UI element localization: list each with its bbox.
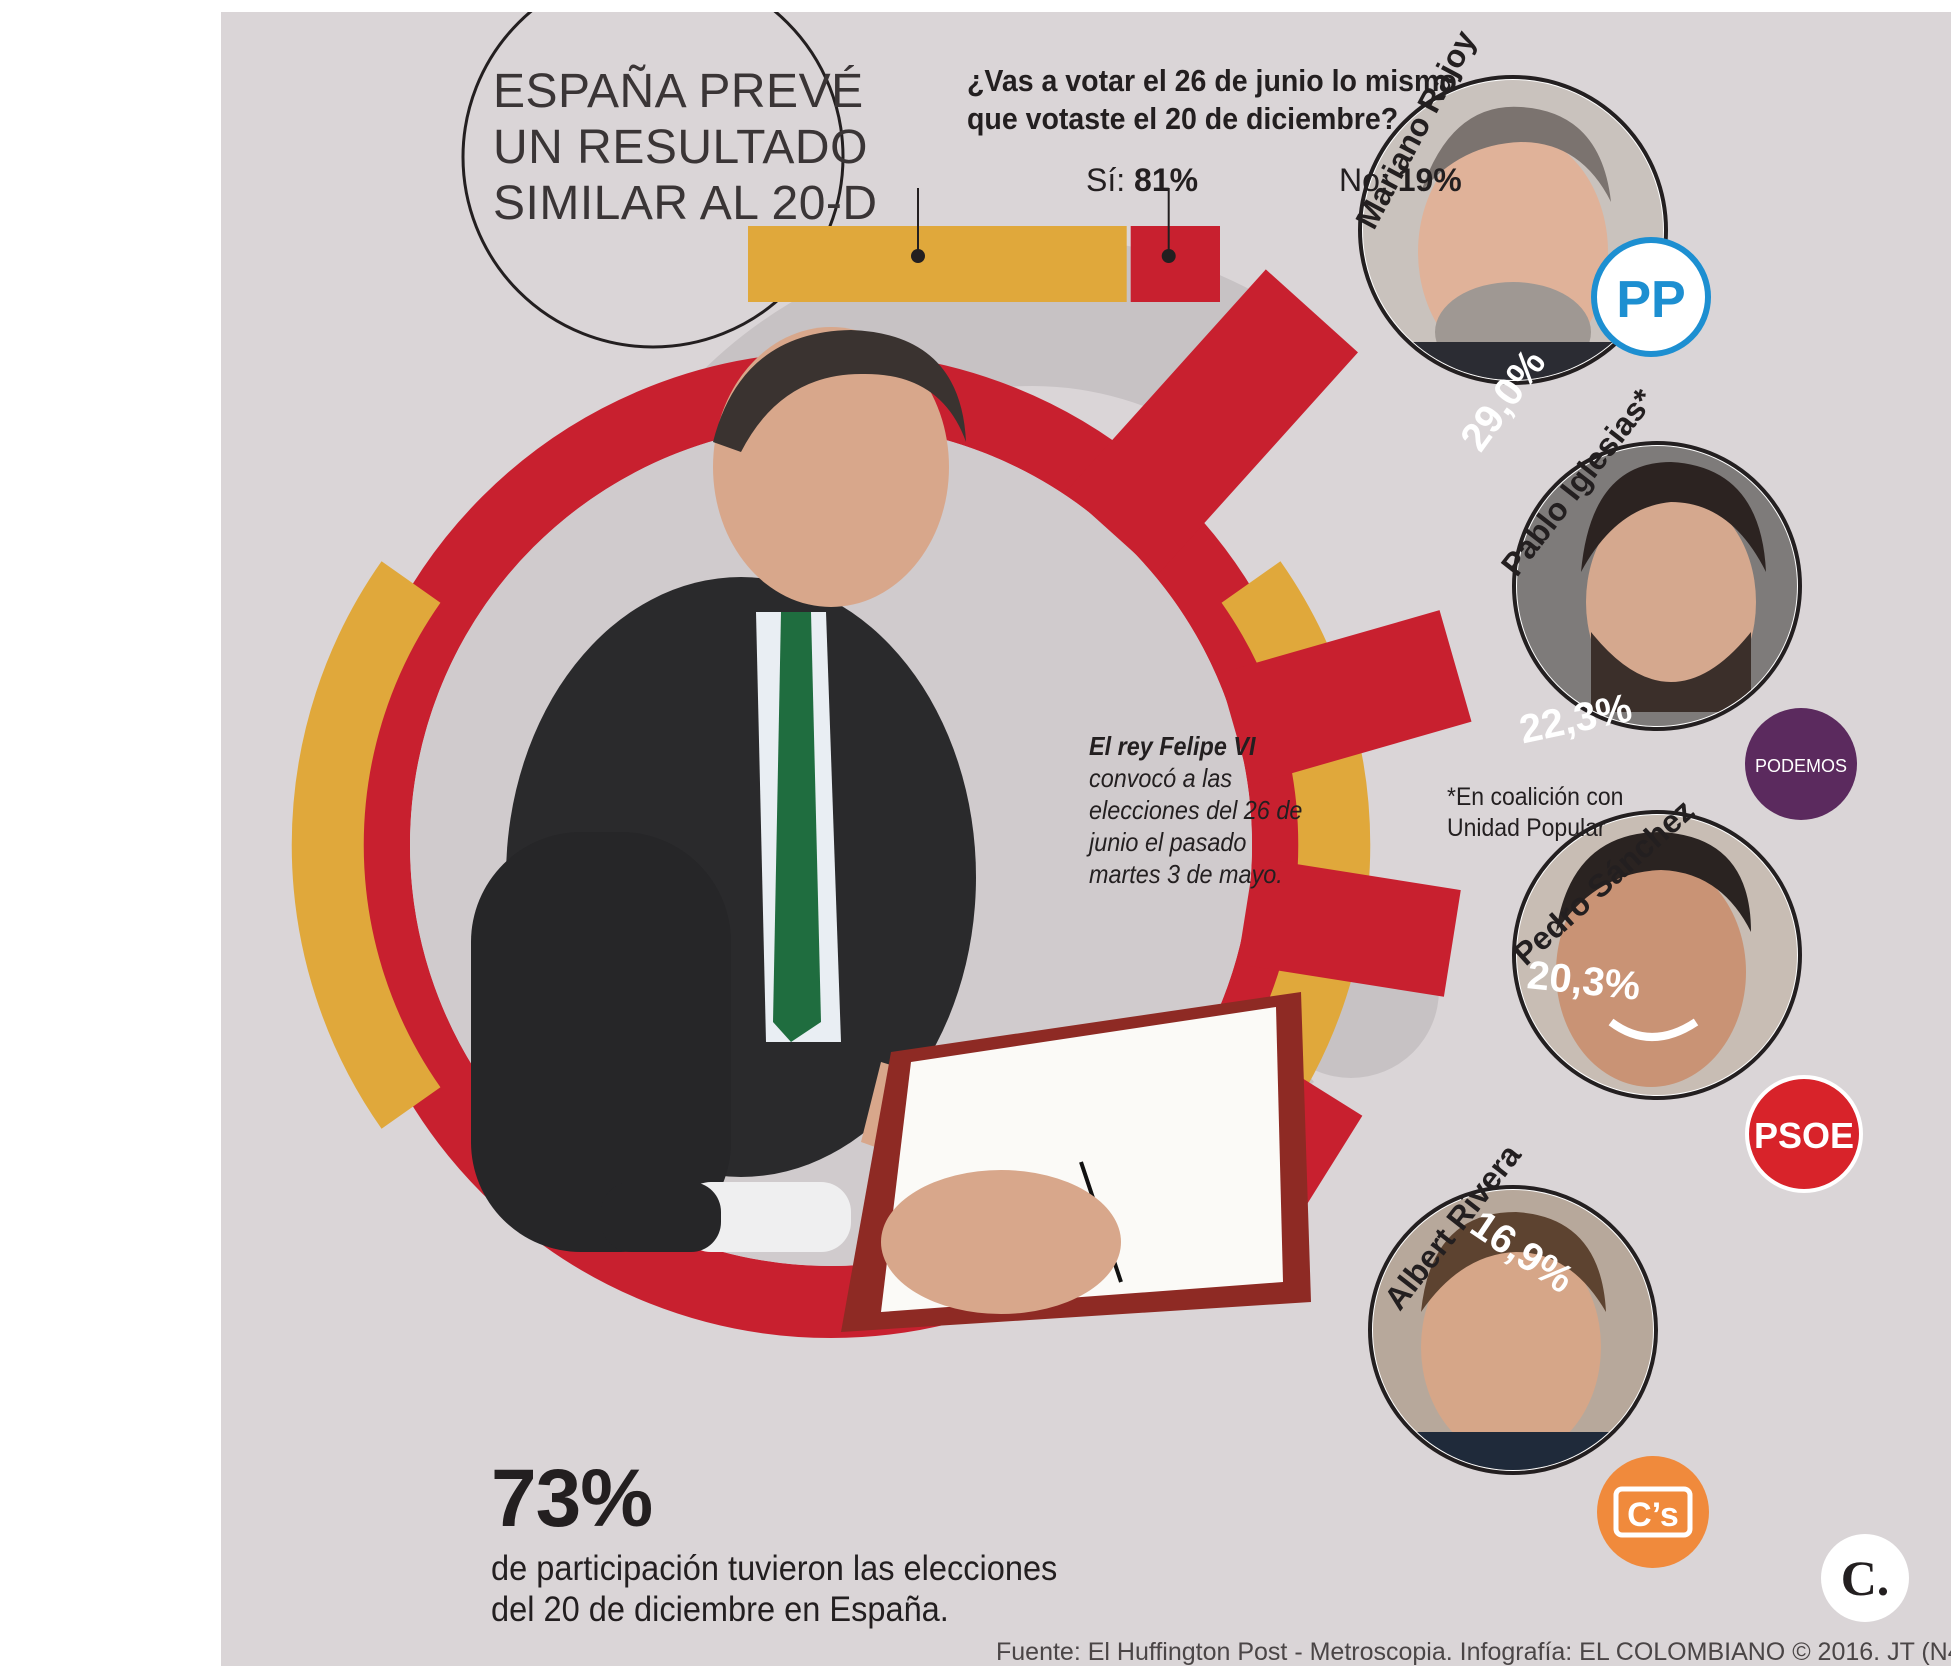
podemos-logo-text: PODEMOS (1755, 756, 1847, 776)
no-label: No: 19% (1339, 162, 1462, 199)
participation-value: 73% (491, 1453, 653, 1544)
yes-label: Sí: 81% (1086, 162, 1198, 199)
yes-value: 81% (1134, 162, 1199, 198)
infographic-art: PP PODEMOS PSOE (291, 12, 1909, 1622)
note-line: Unidad Popular (1447, 814, 1606, 842)
participation-line: de participación tuvieron las elecciones (491, 1549, 1058, 1588)
pp-logo: PP (1591, 237, 1711, 357)
note-line: *En coalición con (1447, 783, 1624, 811)
king-photo (471, 327, 1311, 1332)
caption-line: junio el pasado (1089, 827, 1247, 857)
caption-line: elecciones del 26 de (1089, 795, 1303, 825)
cs-logo: C’s (1597, 1456, 1709, 1568)
yes-label-text: Sí: (1086, 162, 1126, 198)
coalition-note: *En coalición con Unidad Popular (1447, 782, 1686, 844)
iglesias-photo (1512, 441, 1802, 731)
el-colombiano-logo-text: C. (1841, 1550, 1890, 1606)
psoe-logo-text: PSOE (1754, 1115, 1854, 1156)
headline-line: ESPAÑA PREVÉ (493, 65, 864, 118)
cs-logo-text: C’s (1627, 1496, 1679, 1534)
sanchez-photo (1512, 810, 1802, 1100)
no-label-text: No: (1339, 162, 1389, 198)
headline-line: SIMILAR AL 20-D (493, 177, 878, 230)
rivera-photo (1368, 1185, 1658, 1475)
ray-pp (1065, 269, 1358, 575)
no-value: 19% (1397, 162, 1462, 198)
rajoy-photo (1358, 75, 1668, 385)
yes-no-bar (748, 188, 1220, 302)
title-circle (461, 12, 845, 349)
no-segment-pointer-dot (1161, 249, 1176, 263)
infographic-panel: PP PODEMOS PSOE (221, 12, 1951, 1666)
caption-line: martes 3 de mayo. (1089, 859, 1283, 889)
no-segment (1130, 226, 1220, 302)
caption-line: El rey Felipe VI (1089, 731, 1256, 761)
source-credit: Fuente: El Huffington Post - Metroscopia… (996, 1638, 1951, 1666)
yes-segment (748, 226, 1127, 302)
survey-question-line: que votaste el 20 de diciembre? (967, 101, 1399, 136)
caption-line: convocó a las (1089, 763, 1233, 793)
ray-podemos (1218, 610, 1472, 785)
king-caption: El rey Felipe VI convocó a las eleccione… (1089, 730, 1323, 890)
ray-psoe (1237, 857, 1461, 997)
yes-segment-pointer-dot (911, 249, 925, 263)
pp-logo-text: PP (1616, 271, 1685, 329)
survey-question: ¿Vas a votar el 26 de junio lo mismo que… (967, 62, 1519, 138)
participation-description: de participación tuvieron las elecciones… (491, 1548, 1123, 1630)
headline-line: UN RESULTADO (493, 121, 868, 174)
psoe-logo: PSOE (1745, 1075, 1863, 1193)
participation-line: del 20 de diciembre en España. (491, 1590, 949, 1629)
el-colombiano-logo: C. (1821, 1534, 1909, 1622)
survey-question-line: ¿Vas a votar el 26 de junio lo mismo (967, 63, 1457, 98)
podemos-logo: PODEMOS (1745, 708, 1857, 820)
headline: ESPAÑA PREVÉ UN RESULTADO SIMILAR AL 20-… (493, 64, 913, 232)
